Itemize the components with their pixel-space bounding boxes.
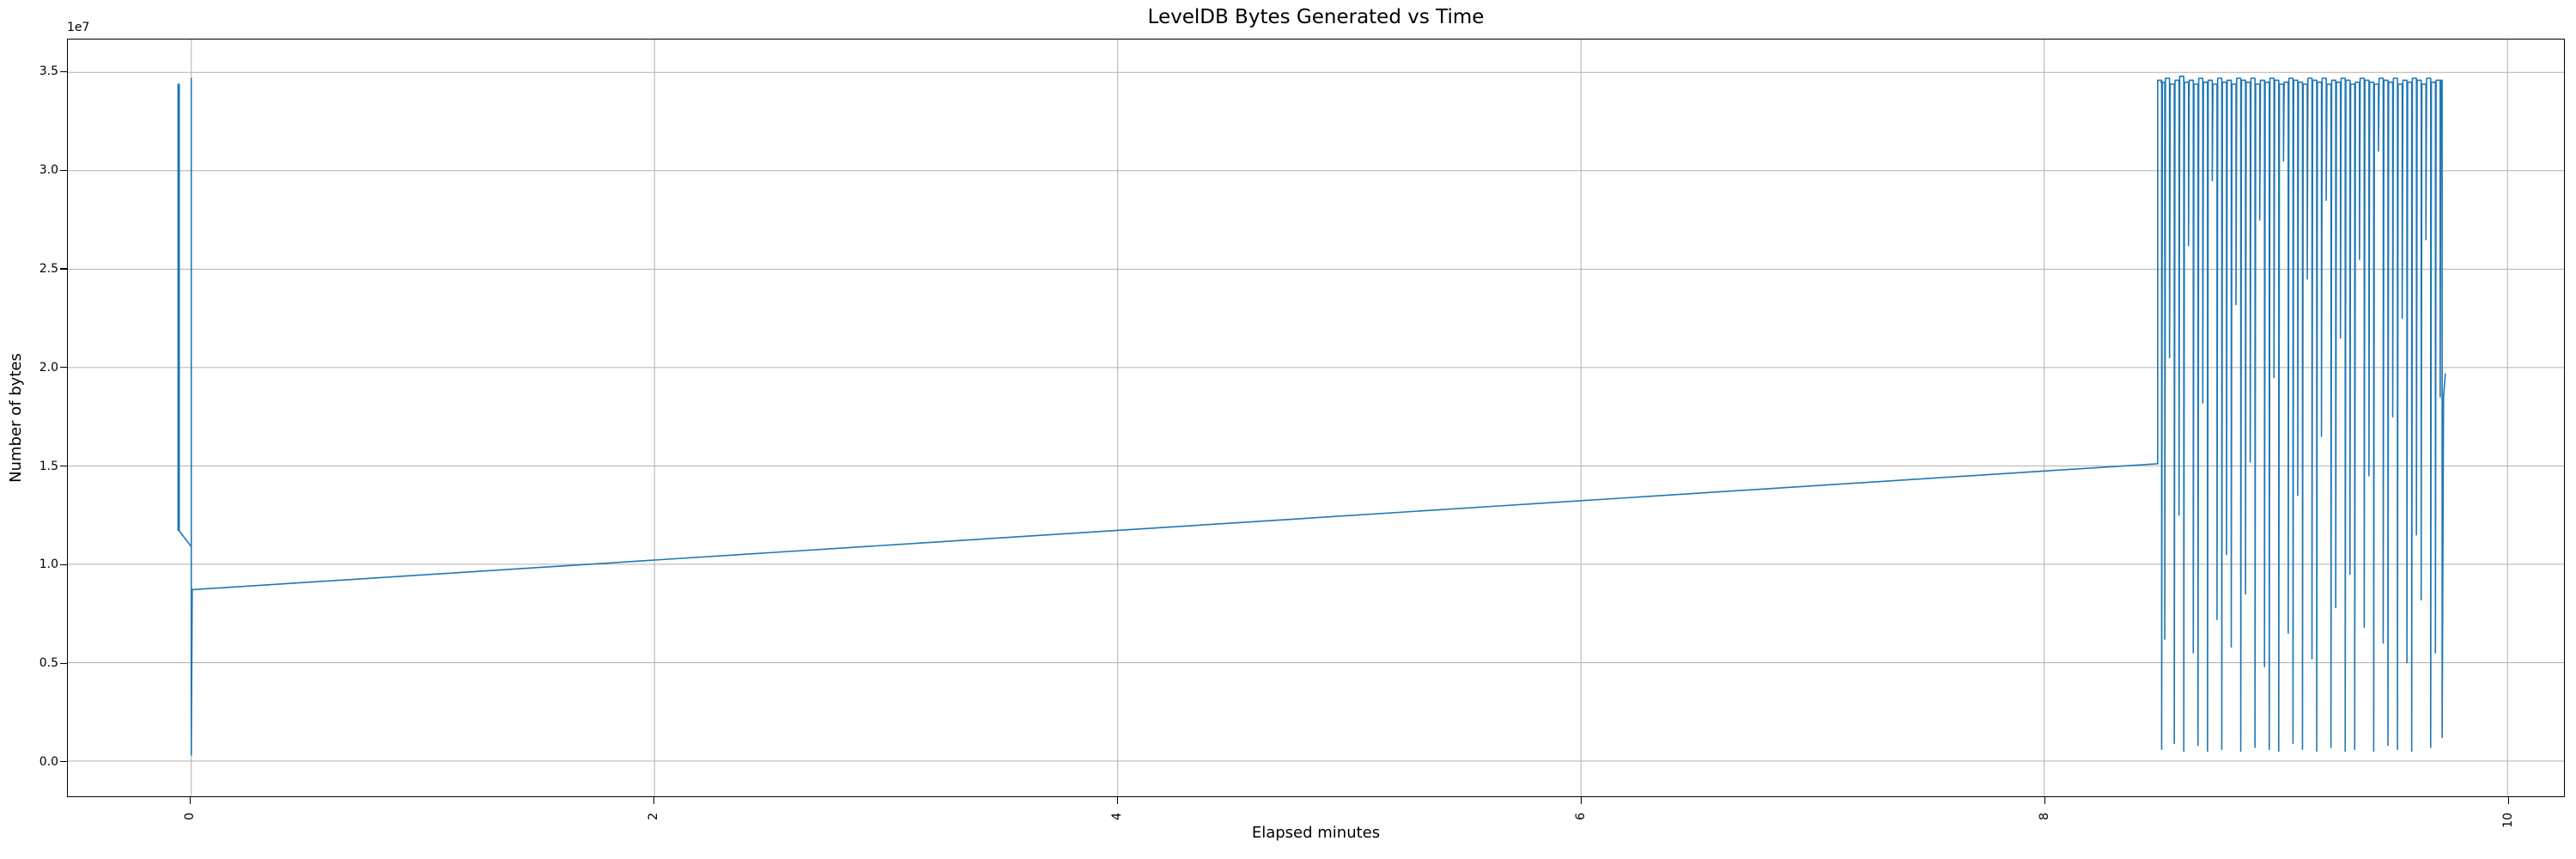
y-tick-label: 2.5 (39, 261, 58, 276)
plot-area (67, 39, 2565, 797)
x-axis-label: Elapsed minutes (1251, 824, 1381, 842)
x-tick-mark (2044, 797, 2045, 804)
x-tick-mark (190, 797, 191, 804)
y-tick-mark (60, 761, 67, 763)
y-tick-mark (60, 564, 67, 565)
y-axis-offset-text: 1e7 (67, 21, 90, 34)
plot-canvas (68, 40, 2564, 796)
x-tick-mark (1116, 797, 1119, 804)
x-tick-label-text: 6 (1573, 813, 1588, 820)
y-tick-mark (60, 169, 67, 171)
y-tick-label: 0.5 (39, 656, 58, 671)
y-axis-label-column: Number of bytes (2, 39, 29, 797)
x-tick-label-text: 0 (183, 813, 197, 820)
x-tick-mark (1580, 797, 1583, 804)
x-tick-label-text: 8 (2037, 813, 2051, 820)
y-tick-mark (60, 367, 67, 369)
chart-title: LevelDB Bytes Generated vs Time (1147, 6, 1485, 28)
x-tick-mark (653, 797, 655, 804)
y-tick-label: 3.5 (39, 64, 58, 79)
x-tick-mark (2507, 797, 2509, 804)
x-tick-label-text: 2 (647, 813, 661, 820)
y-tick-label: 2.0 (39, 360, 58, 375)
x-tick-label-text: 4 (1110, 813, 1125, 820)
y-tick-label: 3.0 (39, 163, 58, 178)
y-tick-mark (60, 662, 67, 664)
y-tick-label: 1.5 (39, 459, 58, 473)
y-tick-label: 0.0 (39, 754, 58, 769)
y-tick-mark (60, 70, 67, 72)
y-tick-label: 1.0 (39, 557, 58, 572)
y-tick-mark (60, 268, 67, 270)
data-line-series (177, 76, 2446, 756)
